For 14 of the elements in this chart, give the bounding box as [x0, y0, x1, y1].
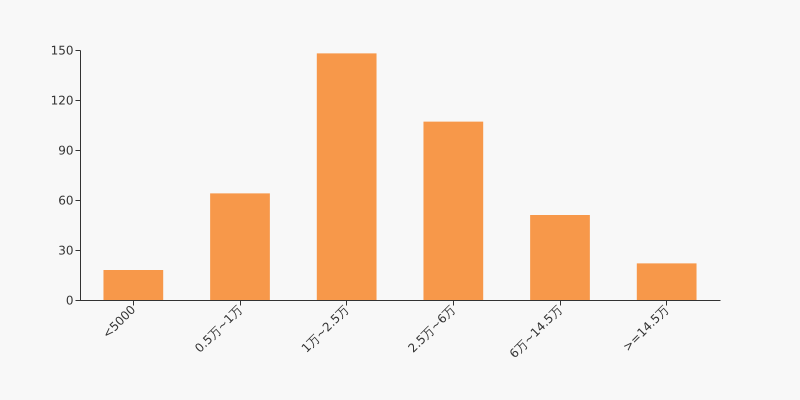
- x-tick-label: 0.5万~1万: [192, 302, 245, 356]
- y-tick-label: 90: [58, 144, 74, 158]
- y-tick-label: 150: [50, 44, 74, 58]
- y-tick-label: 60: [58, 194, 74, 208]
- y-tick-label: 0: [66, 294, 74, 308]
- bar: [210, 193, 270, 300]
- bar: [316, 53, 377, 300]
- bar: [423, 122, 484, 300]
- bar: [636, 263, 697, 300]
- y-tick-label: 120: [50, 94, 74, 108]
- x-tick-label: 2.5万~6万: [405, 302, 458, 356]
- y-tick-label: 30: [58, 244, 74, 258]
- bar: [530, 215, 590, 300]
- bar: [103, 270, 164, 300]
